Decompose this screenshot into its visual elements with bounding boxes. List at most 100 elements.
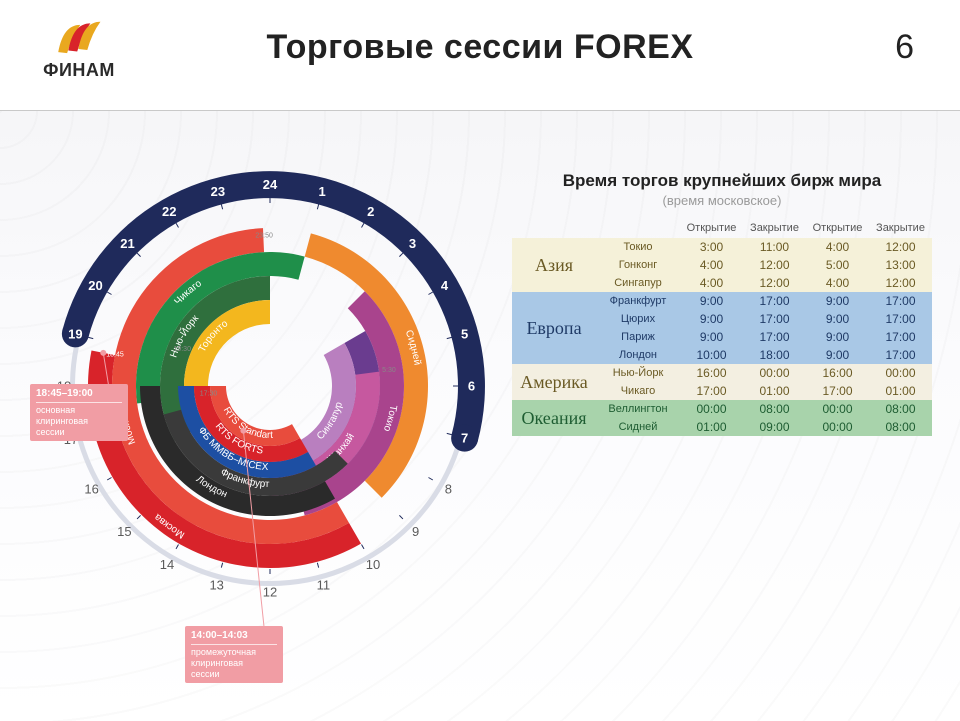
region-cell: Европа	[512, 292, 596, 364]
hour-label: 7	[461, 431, 468, 446]
time-cell: 08:00	[743, 400, 806, 418]
time-cell: 17:00	[743, 328, 806, 346]
time-cell: 10:00	[680, 346, 743, 364]
hour-label: 4	[441, 278, 449, 293]
city-cell: Сингапур	[596, 274, 680, 292]
time-cell: 9:00	[806, 310, 869, 328]
time-cell: 01:00	[680, 418, 743, 436]
time-cell: 13:00	[869, 256, 932, 274]
time-annotation: 5:30	[382, 367, 396, 374]
hour-label: 16	[84, 482, 98, 497]
table-title: Время торгов крупнейших бирж мира	[512, 171, 932, 191]
time-cell: 9:00	[806, 292, 869, 310]
slide-header: ФИНАМ Торговые сессии FOREX 6	[0, 0, 960, 111]
title-plain: Торговые сессии	[266, 28, 573, 66]
city-cell: Чикаго	[596, 382, 680, 400]
hour-label: 2	[367, 204, 374, 219]
table-row: АмерикаНью-Йорк16:0000:0016:0000:00	[512, 364, 932, 382]
time-cell: 5:00	[806, 256, 869, 274]
callout: 14:00–14:03промежуточнаяклиринговаясесси…	[185, 626, 283, 683]
hour-label: 22	[162, 204, 176, 219]
time-cell: 9:00	[680, 328, 743, 346]
time-cell: 00:00	[806, 418, 869, 436]
hour-label: 6	[468, 379, 475, 394]
col-header: Закрытие	[743, 218, 806, 238]
time-cell: 9:00	[806, 328, 869, 346]
logo-icon	[50, 14, 108, 58]
time-cell: 08:00	[869, 418, 932, 436]
time-cell: 00:00	[806, 400, 869, 418]
city-cell: Нью-Йорк	[596, 364, 680, 382]
city-cell: Веллингтон	[596, 400, 680, 418]
hour-label: 10	[366, 557, 380, 572]
time-cell: 01:00	[869, 382, 932, 400]
page-number: 6	[895, 28, 914, 67]
region-cell: Америка	[512, 364, 596, 400]
logo-text: ФИНАМ	[24, 60, 134, 81]
city-cell: Сидней	[596, 418, 680, 436]
time-cell: 12:00	[743, 256, 806, 274]
hour-label: 3	[409, 236, 416, 251]
hour-label: 21	[120, 236, 134, 251]
time-annotation: 17:30	[200, 391, 218, 398]
slide-body: 123456789101112131415161718192021222324М…	[0, 111, 960, 721]
hour-label: 12	[263, 585, 277, 600]
time-cell: 9:00	[806, 346, 869, 364]
logo: ФИНАМ	[24, 14, 134, 81]
time-cell: 16:00	[806, 364, 869, 382]
time-annotation: 23:50	[255, 233, 273, 240]
slide-title: Торговые сессии FOREX	[0, 0, 960, 67]
hour-label: 14	[160, 557, 174, 572]
table-subtitle: (время московское)	[512, 193, 932, 208]
callout: 18:45–19:00основнаяклиринговаясессии	[30, 384, 128, 441]
col-header: Закрытие	[869, 218, 932, 238]
time-cell: 16:00	[680, 364, 743, 382]
schedule-table-wrap: Время торгов крупнейших бирж мира (время…	[512, 171, 932, 436]
time-cell: 17:00	[743, 310, 806, 328]
col-header: Открытие	[680, 218, 743, 238]
hour-label: 15	[117, 524, 131, 539]
time-cell: 08:00	[869, 400, 932, 418]
hour-label: 13	[209, 577, 223, 592]
time-cell: 12:00	[869, 238, 932, 256]
city-cell: Цюрих	[596, 310, 680, 328]
time-cell: 17:00	[869, 310, 932, 328]
time-cell: 17:00	[680, 382, 743, 400]
time-cell: 00:00	[869, 364, 932, 382]
col-header: Открытие	[806, 218, 869, 238]
time-cell: 09:00	[743, 418, 806, 436]
time-cell: 4:00	[680, 274, 743, 292]
time-cell: 01:00	[743, 382, 806, 400]
time-cell: 17:00	[743, 292, 806, 310]
time-cell: 17:00	[806, 382, 869, 400]
time-cell: 9:00	[680, 310, 743, 328]
time-cell: 00:00	[680, 400, 743, 418]
city-cell: Франкфурт	[596, 292, 680, 310]
title-bold: FOREX	[574, 28, 694, 66]
time-cell: 3:00	[680, 238, 743, 256]
time-cell: 4:00	[806, 274, 869, 292]
time-cell: 17:00	[869, 328, 932, 346]
hour-label: 24	[263, 177, 278, 192]
hour-label: 20	[88, 278, 102, 293]
time-cell: 12:00	[743, 274, 806, 292]
hour-label: 1	[319, 184, 326, 199]
time-cell: 17:00	[869, 292, 932, 310]
radial-chart: 123456789101112131415161718192021222324М…	[40, 126, 510, 706]
city-cell: Токио	[596, 238, 680, 256]
hour-label: 9	[412, 524, 419, 539]
city-cell: Гонконг	[596, 256, 680, 274]
region-cell: Азия	[512, 238, 596, 292]
schedule-table: ОткрытиеЗакрытиеОткрытиеЗакрытиеАзияТоки…	[512, 218, 932, 436]
time-cell: 4:00	[806, 238, 869, 256]
table-row: ОкеанияВеллингтон00:0008:0000:0008:00	[512, 400, 932, 418]
hour-label: 8	[445, 482, 452, 497]
time-cell: 12:00	[869, 274, 932, 292]
hour-label: 23	[211, 184, 225, 199]
table-row: ЕвропаФранкфурт9:0017:009:0017:00	[512, 292, 932, 310]
time-cell: 18:00	[743, 346, 806, 364]
hour-label: 5	[461, 326, 468, 341]
hour-label: 19	[68, 326, 82, 341]
time-cell: 17:00	[869, 346, 932, 364]
table-row: АзияТокио3:0011:004:0012:00	[512, 238, 932, 256]
